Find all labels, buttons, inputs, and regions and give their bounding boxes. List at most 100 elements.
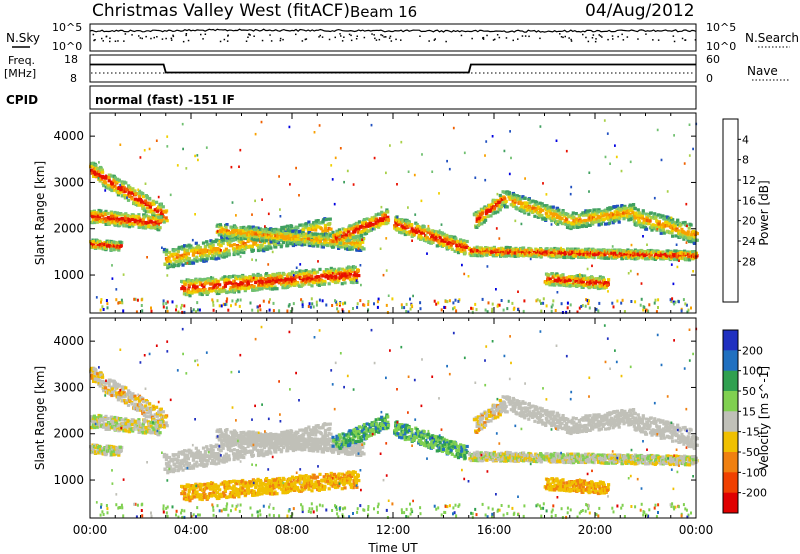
- power-cell: [203, 244, 207, 249]
- power-cell: [586, 299, 589, 303]
- nsky-point: [471, 37, 473, 40]
- power-cell: [546, 275, 550, 279]
- nsky-point: [673, 40, 676, 43]
- power-cell: [494, 250, 498, 254]
- power-cell: [308, 302, 311, 306]
- power-cell: [511, 301, 514, 305]
- power-cell: [635, 213, 639, 217]
- nsky-point: [105, 35, 108, 38]
- power-cell: [317, 281, 321, 285]
- power-cell: [673, 223, 677, 227]
- nsky-point: [356, 35, 358, 37]
- power-cell: [313, 240, 317, 244]
- power-cell: [117, 301, 120, 305]
- power-cell: [560, 251, 564, 255]
- power-cell: [605, 209, 609, 214]
- power-cell: [627, 272, 630, 275]
- power-cell: [188, 294, 192, 298]
- power-cell: [620, 204, 624, 208]
- power-cell: [625, 250, 629, 254]
- power-cell: [609, 212, 613, 216]
- power-cell: [159, 202, 163, 207]
- power-cell: [581, 304, 584, 307]
- power-cell: [401, 225, 406, 229]
- power-cell: [165, 257, 170, 261]
- power-cell: [301, 302, 304, 306]
- power-cell: [348, 275, 352, 279]
- power-cell: [608, 254, 612, 258]
- nave-tick-top: 60: [706, 53, 720, 66]
- power-cell: [218, 223, 222, 227]
- power-cell: [273, 287, 277, 291]
- power-cell: [203, 288, 207, 292]
- power-cell: [255, 232, 259, 236]
- power-cell: [555, 272, 559, 276]
- power-cell: [209, 239, 213, 243]
- nsky-point: [612, 38, 614, 40]
- power-cell: [91, 164, 96, 168]
- power-cell: [482, 220, 486, 224]
- power-cell: [188, 246, 192, 250]
- power-cell: [300, 280, 304, 284]
- power-cell: [145, 196, 149, 200]
- power-cell: [260, 245, 264, 249]
- power-cell: [325, 303, 328, 307]
- power-cell: [509, 203, 513, 207]
- power-cell: [367, 300, 370, 303]
- power-cell: [642, 308, 645, 312]
- power-cell: [380, 210, 384, 214]
- power-cell: [641, 211, 645, 215]
- power-cell: [100, 300, 102, 304]
- power-cell: [327, 282, 331, 286]
- power-cell: [206, 254, 210, 258]
- power-cell: [550, 272, 554, 276]
- power-cell: [575, 276, 579, 280]
- power-cell: [470, 306, 473, 310]
- power-cell: [277, 228, 281, 232]
- power-cell: [176, 253, 180, 257]
- nsky-point: [601, 36, 603, 38]
- power-cell: [443, 237, 448, 241]
- power-cell: [300, 238, 304, 242]
- freq-tick-top: 18: [64, 53, 78, 66]
- power-cell: [267, 283, 271, 287]
- power-cell: [146, 201, 150, 205]
- power-cell: [577, 276, 581, 280]
- power-cell: [286, 235, 290, 239]
- power-cell: [504, 254, 509, 258]
- power-cell: [670, 228, 674, 233]
- power-cell: [315, 234, 319, 238]
- power-cell: [270, 284, 274, 289]
- power-cell: [118, 217, 122, 221]
- power-cell: [653, 301, 656, 305]
- power-cell: [655, 310, 658, 314]
- power-cell: [409, 307, 412, 311]
- power-cell: [536, 215, 540, 219]
- power-cell: [474, 211, 478, 215]
- power-cell: [323, 235, 327, 240]
- power-cell: [279, 232, 283, 236]
- power-cell: [303, 242, 307, 247]
- power-cell: [252, 238, 255, 242]
- power-cell: [445, 233, 449, 237]
- nsky-point: [378, 38, 381, 41]
- nsky-point: [341, 40, 344, 42]
- power-cell: [552, 299, 555, 303]
- power-cell: [120, 298, 123, 302]
- nsky-point: [150, 37, 152, 40]
- power-cell: [400, 228, 404, 232]
- power-cell: [165, 306, 168, 310]
- power-cell: [541, 251, 545, 255]
- power-cell: [580, 282, 584, 286]
- power-cell: [137, 221, 142, 225]
- power-cell: [195, 259, 199, 263]
- power-cell: [386, 210, 390, 214]
- power-cell: [373, 302, 375, 306]
- power-cell: [312, 305, 315, 309]
- power-cell: [164, 216, 168, 220]
- power-cell: [326, 229, 330, 233]
- power-cell: [226, 239, 230, 243]
- power-cell: [323, 241, 327, 245]
- power-cell: [279, 275, 283, 279]
- power-cell: [588, 278, 592, 282]
